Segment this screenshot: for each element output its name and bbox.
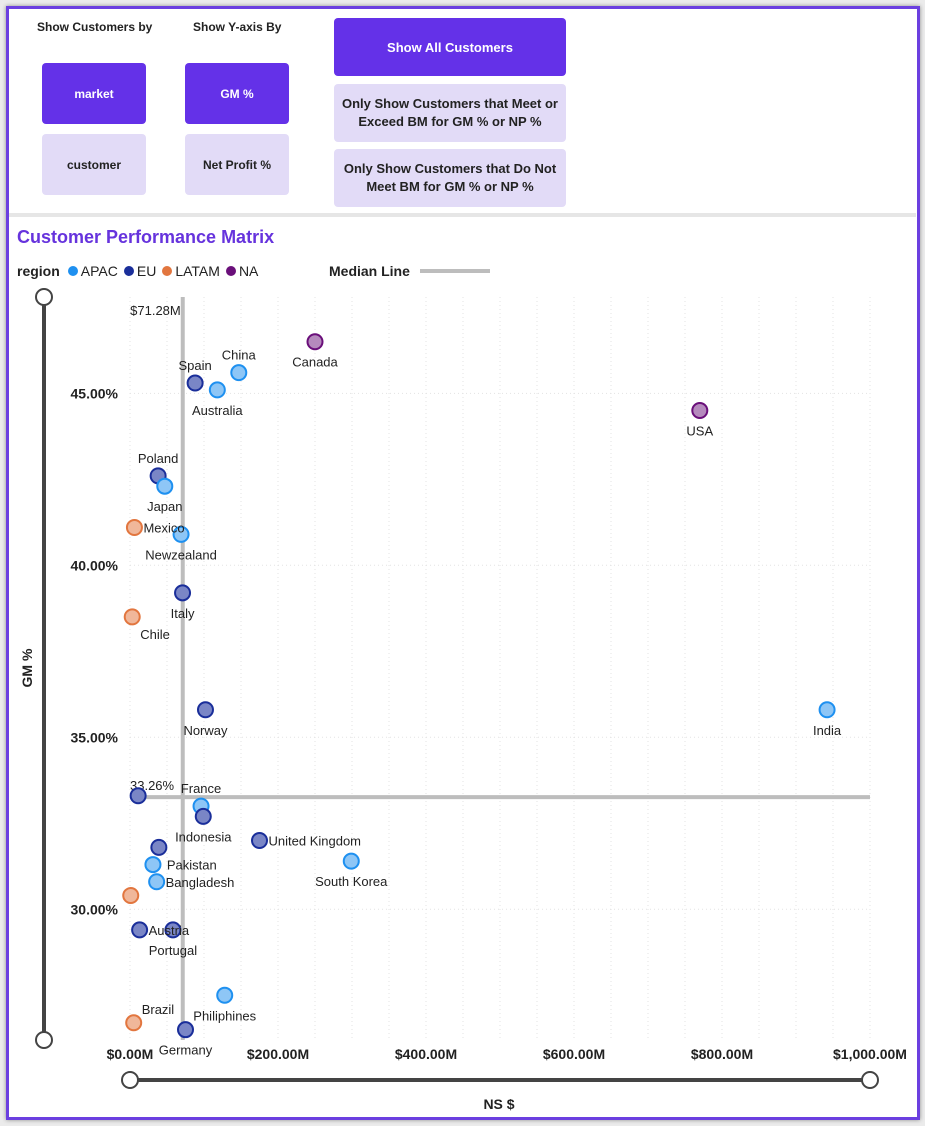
legend-title: region	[17, 263, 60, 279]
show-all-customers-button[interactable]: Show All Customers	[334, 18, 566, 76]
meet-benchmark-button[interactable]: Only Show Customers that Meet or Exceed …	[334, 84, 566, 142]
customer-button[interactable]: customer	[42, 134, 146, 195]
legend-item-apac[interactable]: APAC	[67, 263, 118, 279]
legend-label-eu: EU	[136, 263, 157, 279]
legend-dot-latam	[162, 266, 173, 276]
legend-item-na[interactable]: NA	[225, 263, 259, 279]
legend-label-na: NA	[238, 263, 259, 279]
legend-label-latam: LATAM	[175, 263, 220, 279]
region-legend: region APAC EU LATAM NA	[17, 263, 264, 279]
chart-title: Customer Performance Matrix	[17, 227, 275, 247]
median-legend-label: Median Line	[329, 263, 410, 279]
not-meet-benchmark-button[interactable]: Only Show Customers that Do Not Meet BM …	[334, 149, 566, 207]
median-legend-line	[419, 269, 490, 273]
customers-filter-header: Show Customers by	[37, 20, 153, 34]
median-line-legend: Median Line	[329, 263, 490, 279]
legend-dot-eu	[123, 266, 134, 276]
legend-item-eu[interactable]: EU	[123, 263, 157, 279]
legend-dot-apac	[67, 266, 78, 276]
legend-dot-na	[225, 266, 236, 276]
net-profit-percent-button[interactable]: Net Profit %	[185, 134, 289, 195]
market-button[interactable]: market	[42, 63, 146, 124]
legend-label-apac: APAC	[80, 263, 118, 279]
gm-percent-button[interactable]: GM %	[185, 63, 289, 124]
legend-item-latam[interactable]: LATAM	[162, 263, 220, 279]
yaxis-filter-header: Show Y-axis By	[193, 20, 282, 34]
section-divider	[9, 213, 916, 217]
